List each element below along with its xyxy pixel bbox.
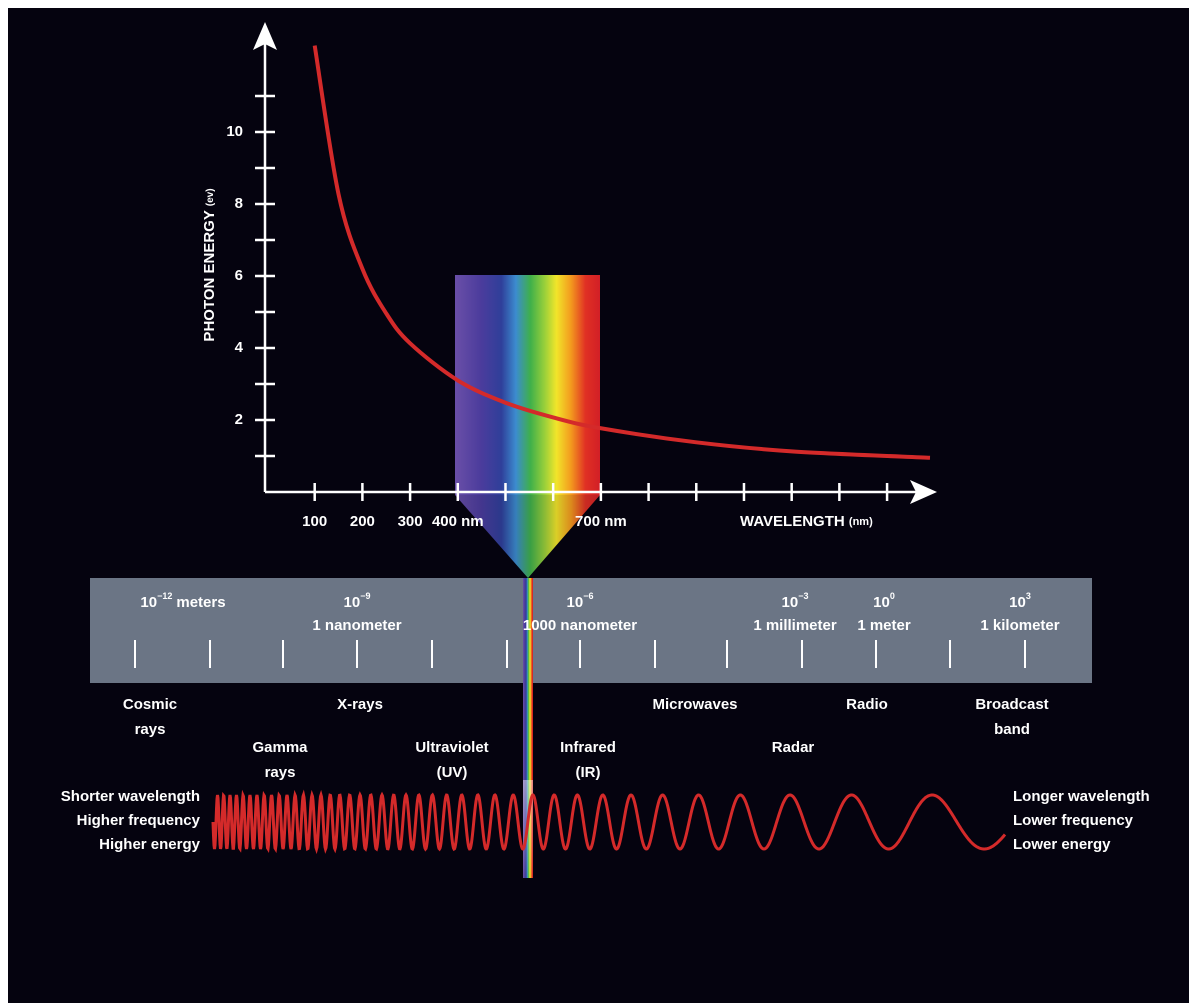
band-label: rays bbox=[135, 721, 166, 738]
band-label: Cosmic bbox=[123, 696, 177, 713]
band-label: Infrared bbox=[560, 739, 616, 756]
y-tick-label: 4 bbox=[235, 339, 244, 356]
power-base: 10 bbox=[344, 594, 361, 611]
x-tick-label: 100 bbox=[302, 513, 327, 530]
power-exp: −12 bbox=[157, 591, 172, 601]
y-axis-label: PHOTON ENERGY (ev) bbox=[201, 188, 218, 341]
x-tick-label: 300 bbox=[398, 513, 423, 530]
band-label: X-rays bbox=[337, 696, 383, 713]
x-arrow bbox=[910, 480, 937, 504]
power-base: 10 bbox=[140, 594, 157, 611]
x-tick-label: 200 bbox=[350, 513, 375, 530]
band-label: (IR) bbox=[576, 764, 601, 781]
band-label: Radio bbox=[846, 696, 888, 713]
x-unit: (nm) bbox=[849, 516, 873, 528]
beam bbox=[523, 578, 533, 878]
left-note: Shorter wavelength bbox=[61, 788, 200, 805]
scale-power: 10−6 bbox=[567, 591, 594, 611]
visible-spectrum bbox=[455, 275, 600, 495]
scale-power: 100 bbox=[873, 591, 895, 611]
spectrum-funnel bbox=[455, 495, 600, 578]
x-tick-label: 700 nm bbox=[575, 513, 627, 530]
scale-text: 1 kilometer bbox=[980, 617, 1059, 634]
scale-power: 10−3 bbox=[782, 591, 809, 611]
scale-power: 103 bbox=[1009, 591, 1031, 611]
left-note: Higher energy bbox=[99, 836, 201, 853]
scale-text: 1000 nanometer bbox=[523, 617, 637, 634]
energy-curve bbox=[312, 45, 931, 460]
band-label: (UV) bbox=[437, 764, 468, 781]
band-label: Gamma bbox=[252, 739, 308, 756]
scale-text: 1 millimeter bbox=[753, 617, 837, 634]
y-arrow bbox=[253, 22, 277, 50]
power-base: 10 bbox=[567, 594, 584, 611]
right-note: Lower energy bbox=[1013, 836, 1111, 853]
x-axis-label: WAVELENGTH (nm) bbox=[740, 513, 873, 530]
band-label: Ultraviolet bbox=[415, 739, 488, 756]
scale-power: 10−12 meters bbox=[140, 591, 225, 611]
power-base: 10 bbox=[873, 594, 890, 611]
y-tick-label: 2 bbox=[235, 411, 243, 428]
band-label: Microwaves bbox=[652, 696, 737, 713]
scale-power: 10−9 bbox=[344, 591, 371, 611]
y-tick-label: 6 bbox=[235, 267, 243, 284]
power-exp: −3 bbox=[798, 591, 808, 601]
power-exp: 3 bbox=[1026, 591, 1031, 601]
scale-band bbox=[90, 578, 1092, 683]
power-base: 10 bbox=[782, 594, 799, 611]
y-tick-label: 10 bbox=[226, 123, 243, 140]
x-tick-label: 400 nm bbox=[432, 513, 484, 530]
right-note: Longer wavelength bbox=[1013, 788, 1150, 805]
y-tick-label: 8 bbox=[235, 195, 243, 212]
band-label: Broadcast bbox=[975, 696, 1048, 713]
power-exp: 0 bbox=[890, 591, 895, 601]
wave bbox=[211, 789, 1007, 855]
power-base: 10 bbox=[1009, 594, 1026, 611]
scale-text: 1 meter bbox=[857, 617, 911, 634]
left-note: Higher frequency bbox=[77, 812, 201, 829]
y-label: PHOTON ENERGY bbox=[201, 210, 218, 341]
scale-text: meters bbox=[176, 594, 225, 611]
band-label: rays bbox=[265, 764, 296, 781]
y-unit: (ev) bbox=[205, 188, 216, 206]
band-label: Radar bbox=[772, 739, 815, 756]
power-exp: −6 bbox=[583, 591, 593, 601]
scale-text: 1 nanometer bbox=[312, 617, 401, 634]
x-label: WAVELENGTH bbox=[740, 513, 845, 530]
background bbox=[8, 8, 1189, 1003]
power-exp: −9 bbox=[360, 591, 370, 601]
right-note: Lower frequency bbox=[1013, 812, 1134, 829]
band-label: band bbox=[994, 721, 1030, 738]
